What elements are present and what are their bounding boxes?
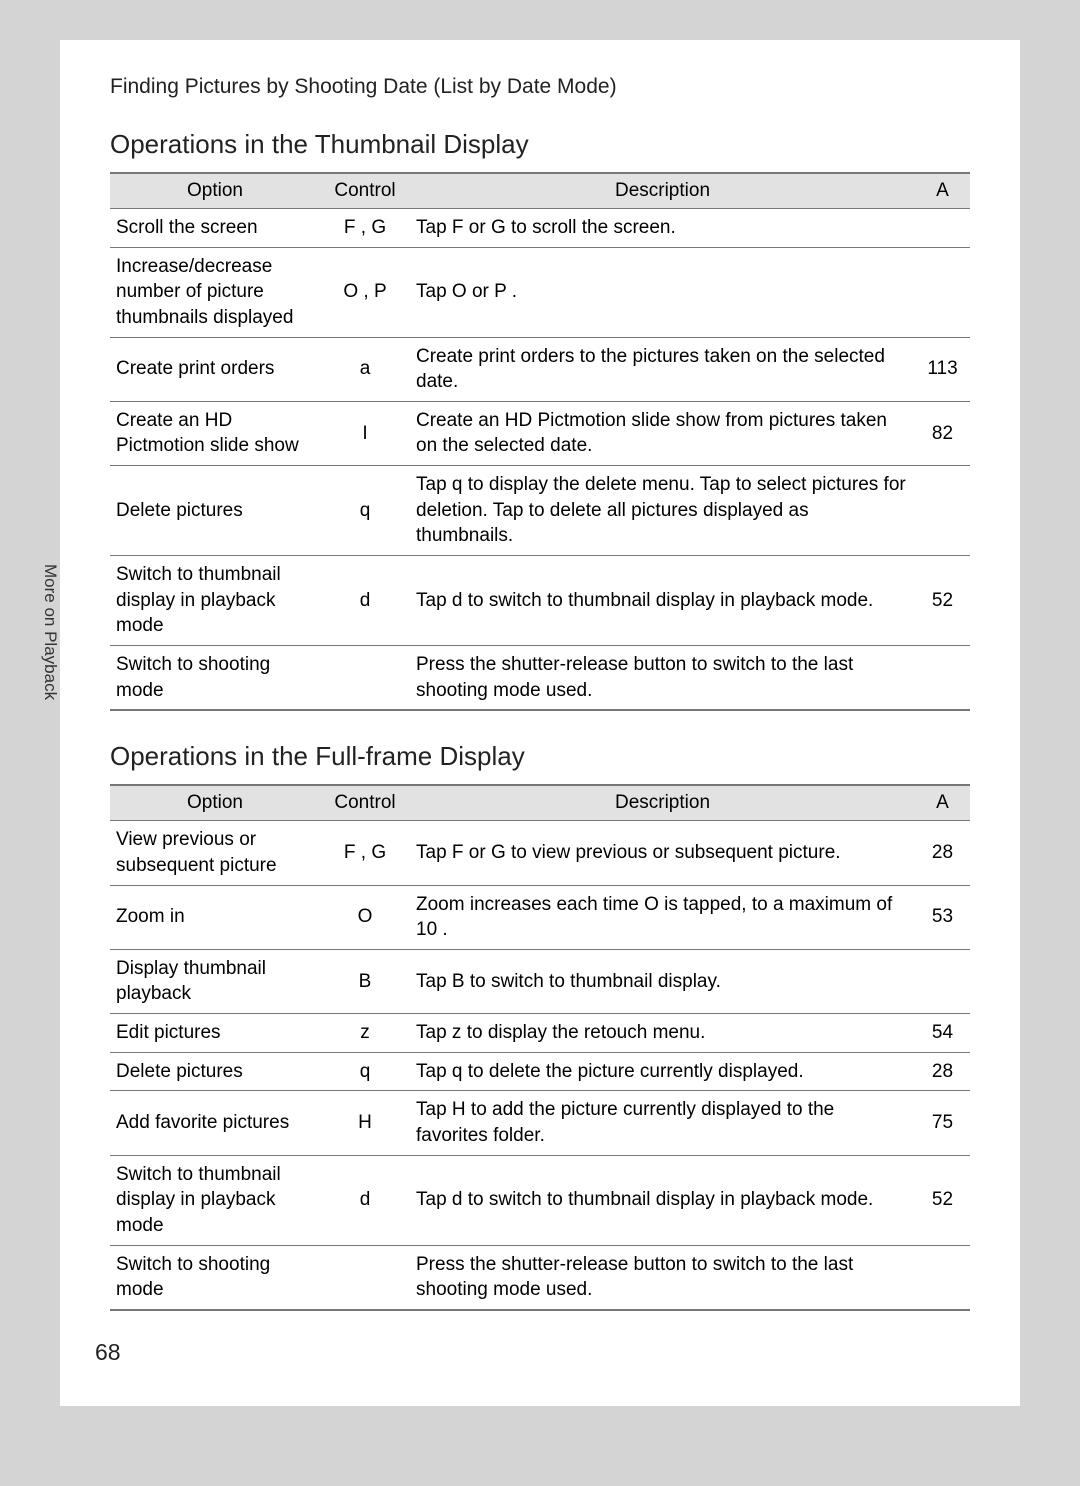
header-page: A — [915, 173, 970, 209]
cell-description: Create print orders to the pictures take… — [410, 337, 915, 401]
cell-description: Create an HD Pictmotion slide show from … — [410, 401, 915, 465]
cell-description: Tap d to switch to thumbnail display in … — [410, 556, 915, 646]
cell-control: d — [320, 1155, 410, 1245]
cell-option: Create an HD Pictmotion slide show — [110, 401, 320, 465]
table-row: Switch to thumbnail display in playback … — [110, 556, 970, 646]
cell-page: 113 — [915, 337, 970, 401]
header-option: Option — [110, 173, 320, 209]
cell-option: Scroll the screen — [110, 209, 320, 248]
table-header-row: Option Control Description A — [110, 173, 970, 209]
cell-description: Tap F or G to view previous or subsequen… — [410, 821, 915, 885]
cell-control: q — [320, 466, 410, 556]
cell-option: Switch to shooting mode — [110, 645, 320, 710]
cell-page — [915, 949, 970, 1013]
table-row: Increase/decrease number of picture thum… — [110, 247, 970, 337]
cell-control: F , G — [320, 821, 410, 885]
cell-description: Tap H to add the picture currently displ… — [410, 1091, 915, 1155]
cell-control: a — [320, 337, 410, 401]
table-row: Switch to shooting mode Press the shutter… — [110, 645, 970, 710]
cell-description: Zoom increases each time O is tapped, to… — [410, 885, 915, 949]
cell-control: O — [320, 885, 410, 949]
table-row: Display thumbnail playbackBTap B to swit… — [110, 949, 970, 1013]
table-row: Add favorite picturesHTap H to add the p… — [110, 1091, 970, 1155]
header-description: Description — [410, 173, 915, 209]
cell-option: Display thumbnail playback — [110, 949, 320, 1013]
cell-option: Edit pictures — [110, 1014, 320, 1053]
cell-page: 52 — [915, 556, 970, 646]
cell-control: I — [320, 401, 410, 465]
cell-option: Add favorite pictures — [110, 1091, 320, 1155]
cell-control: B — [320, 949, 410, 1013]
page-number: 68 — [95, 1339, 121, 1366]
table-row: Create print ordersaCreate print orders … — [110, 337, 970, 401]
cell-page: 28 — [915, 821, 970, 885]
cell-control: z — [320, 1014, 410, 1053]
cell-description: Tap d to switch to thumbnail display in … — [410, 1155, 915, 1245]
cell-page: 28 — [915, 1052, 970, 1091]
cell-description: Tap O or P . — [410, 247, 915, 337]
cell-control: q — [320, 1052, 410, 1091]
cell-control: O , P — [320, 247, 410, 337]
cell-page — [915, 209, 970, 248]
cell-page: 82 — [915, 401, 970, 465]
header-control: Control — [320, 785, 410, 821]
table-row: Switch to shooting mode Press the shutter… — [110, 1245, 970, 1310]
cell-description: Tap z to display the retouch menu. — [410, 1014, 915, 1053]
cell-control: d — [320, 556, 410, 646]
cell-page — [915, 1245, 970, 1310]
table-row: Delete picturesqTap q to delete the pict… — [110, 1052, 970, 1091]
table-row: Create an HD Pictmotion slide showICreat… — [110, 401, 970, 465]
table-row: Scroll the screenF , GTap F or G to scro… — [110, 209, 970, 248]
table-header-row: Option Control Description A — [110, 785, 970, 821]
cell-option: Switch to thumbnail display in playback … — [110, 1155, 320, 1245]
cell-description: Tap q to display the delete menu. Tap to… — [410, 466, 915, 556]
section2-table: Option Control Description A View previo… — [110, 784, 970, 1311]
cell-control: H — [320, 1091, 410, 1155]
cell-description: Tap B to switch to thumbnail display. — [410, 949, 915, 1013]
cell-description: Press the shutter-release button to swit… — [410, 1245, 915, 1310]
section1-table: Option Control Description A Scroll the … — [110, 172, 970, 711]
table-row: View previous or subsequent pictureF , G… — [110, 821, 970, 885]
section2-title: Operations in the Full-frame Display — [110, 741, 970, 772]
cell-control: F , G — [320, 209, 410, 248]
cell-option: Increase/decrease number of picture thum… — [110, 247, 320, 337]
cell-description: Press the shutter-release button to swit… — [410, 645, 915, 710]
table-row: Zoom inOZoom increases each time O is ta… — [110, 885, 970, 949]
cell-description: Tap F or G to scroll the screen. — [410, 209, 915, 248]
cell-option: Create print orders — [110, 337, 320, 401]
cell-option: Delete pictures — [110, 1052, 320, 1091]
side-tab: More on Playback — [30, 560, 60, 760]
cell-page — [915, 247, 970, 337]
cell-page: 54 — [915, 1014, 970, 1053]
cell-page: 53 — [915, 885, 970, 949]
cell-page: 75 — [915, 1091, 970, 1155]
cell-option: Zoom in — [110, 885, 320, 949]
cell-option: Delete pictures — [110, 466, 320, 556]
cell-option: Switch to thumbnail display in playback … — [110, 556, 320, 646]
header-option: Option — [110, 785, 320, 821]
breadcrumb: Finding Pictures by Shooting Date (List … — [110, 75, 970, 99]
cell-option: Switch to shooting mode — [110, 1245, 320, 1310]
section1-title: Operations in the Thumbnail Display — [110, 129, 970, 160]
table-row: Delete picturesqTap q to display the del… — [110, 466, 970, 556]
cell-control — [320, 1245, 410, 1310]
cell-page — [915, 466, 970, 556]
cell-page — [915, 645, 970, 710]
cell-option: View previous or subsequent picture — [110, 821, 320, 885]
page-content: Finding Pictures by Shooting Date (List … — [60, 40, 1020, 1406]
table-row: Edit pictureszTap z to display the retou… — [110, 1014, 970, 1053]
cell-description: Tap q to delete the picture currently di… — [410, 1052, 915, 1091]
header-control: Control — [320, 173, 410, 209]
header-description: Description — [410, 785, 915, 821]
cell-page: 52 — [915, 1155, 970, 1245]
header-page: A — [915, 785, 970, 821]
table-row: Switch to thumbnail display in playback … — [110, 1155, 970, 1245]
cell-control — [320, 645, 410, 710]
